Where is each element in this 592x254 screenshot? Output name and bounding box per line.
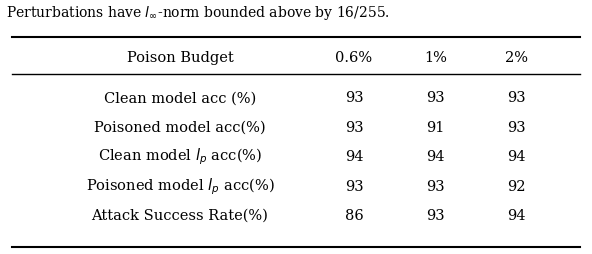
Text: 1%: 1%	[424, 51, 447, 65]
Text: 92: 92	[507, 180, 526, 194]
Text: 86: 86	[345, 209, 363, 223]
Text: 93: 93	[426, 91, 445, 105]
Text: Clean model acc (%): Clean model acc (%)	[104, 91, 256, 105]
Text: 91: 91	[426, 121, 445, 135]
Text: 94: 94	[426, 150, 445, 164]
Text: 93: 93	[426, 209, 445, 223]
Text: Perturbations have $l_{\infty}$-norm bounded above by 16/255.: Perturbations have $l_{\infty}$-norm bou…	[6, 4, 390, 22]
Text: 94: 94	[507, 209, 526, 223]
Text: 0.6%: 0.6%	[336, 51, 372, 65]
Text: 93: 93	[345, 91, 363, 105]
Text: Poisoned model $l_p$ acc(%): Poisoned model $l_p$ acc(%)	[86, 176, 274, 197]
Text: 94: 94	[507, 150, 526, 164]
Text: 93: 93	[507, 91, 526, 105]
Text: 93: 93	[345, 121, 363, 135]
Text: 93: 93	[345, 180, 363, 194]
Text: 2%: 2%	[505, 51, 528, 65]
Text: 93: 93	[507, 121, 526, 135]
Text: 94: 94	[345, 150, 363, 164]
Text: Poison Budget: Poison Budget	[127, 51, 233, 65]
Text: Attack Success Rate(%): Attack Success Rate(%)	[92, 209, 268, 223]
Text: 93: 93	[426, 180, 445, 194]
Text: Poisoned model acc(%): Poisoned model acc(%)	[94, 121, 266, 135]
Text: Clean model $l_p$ acc(%): Clean model $l_p$ acc(%)	[98, 147, 262, 167]
